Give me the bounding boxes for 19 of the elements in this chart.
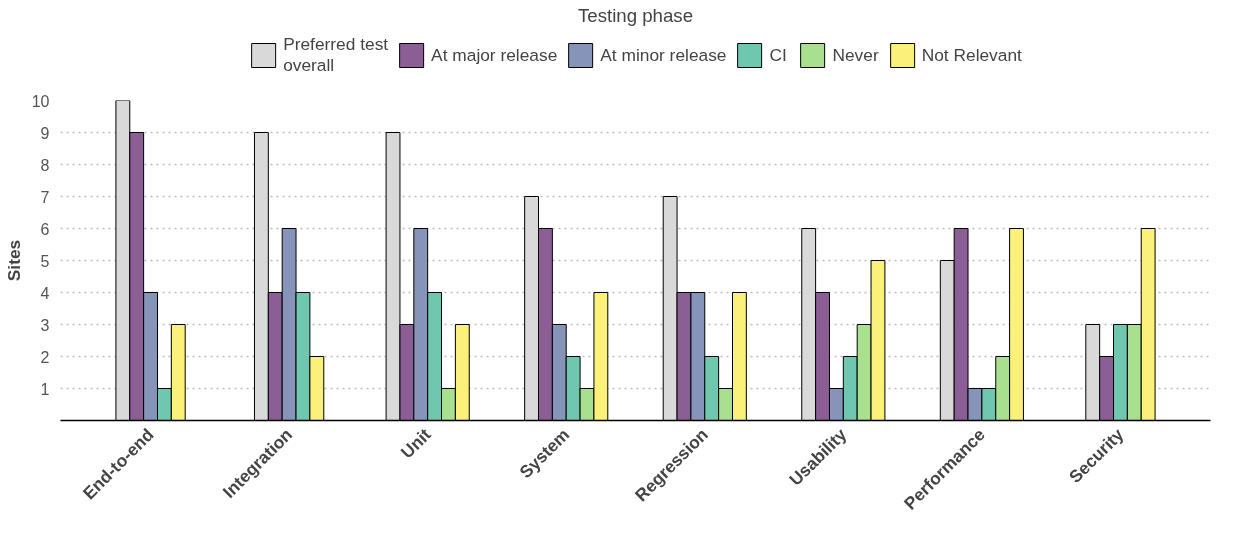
chart-title: Testing phase [577,4,694,26]
y-tick-label: 10 [31,92,50,110]
y-tick-label: 7 [40,188,50,206]
y-tick-label: 6 [40,220,50,238]
legend-label: At major release [431,44,558,66]
x-tick-label: Unit [396,424,435,463]
legend-label: CI [769,44,788,66]
y-tick-label: 4 [40,284,50,302]
legend-label: Preferred test overall [283,34,389,76]
y-tick-label: 8 [40,156,50,174]
legend-label: At minor release [600,44,727,66]
y-tick-label: 9 [40,124,50,142]
y-tick-label: 2 [40,348,50,366]
y-tick-label: 3 [40,316,50,334]
legend-label: Never [832,44,879,66]
legend-label: Not Relevant [921,44,1022,66]
y-tick-label: 1 [40,380,50,398]
y-axis-title: Sites [3,239,24,282]
y-tick-label: 5 [40,252,50,270]
